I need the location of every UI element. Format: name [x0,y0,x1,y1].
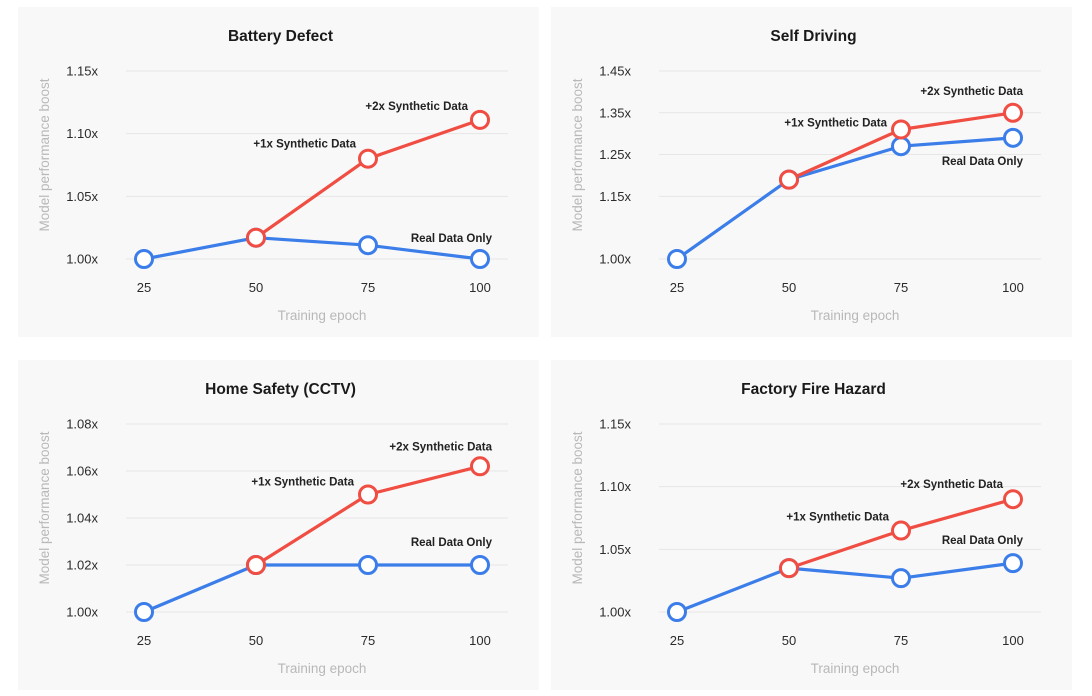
data-point-syn [358,484,378,505]
y-tick-label: 1.35x [599,105,631,120]
x-tick-label: 100 [469,280,491,295]
x-tick-label: 100 [1002,280,1024,295]
y-tick-label: 1.00x [599,252,631,267]
data-point-syn [470,456,490,477]
series-line-real [142,236,482,261]
x-tick-label: 75 [894,280,908,295]
y-axis-label: Model performance boost [570,431,585,584]
series-annotation: Real Data Only [942,156,1024,168]
y-axis-label: Model performance boost [37,78,52,231]
y-axis-label: Model performance boost [37,431,52,584]
y-tick-label: 1.45x [599,64,631,79]
chart-title: Factory Fire Hazard [741,381,886,398]
data-point-syn [779,169,799,190]
series-line-real [675,136,1015,261]
data-point-syn [358,148,378,169]
series-annotation: Real Data Only [942,535,1024,547]
series-annotation: +2x Synthetic Data [389,441,492,453]
x-tick-label: 25 [670,280,684,295]
series-annotation: +1x Synthetic Data [784,117,887,129]
y-tick-label: 1.05x [66,189,98,204]
x-tick-label: 75 [361,633,375,648]
data-point-syn [1003,489,1023,510]
x-tick-label: 50 [782,633,796,648]
y-tick-label: 1.08x [66,417,98,432]
series-annotation: +2x Synthetic Data [920,86,1023,98]
x-tick-label: 25 [137,633,151,648]
y-tick-label: 1.00x [66,252,98,267]
data-point-real [134,602,154,622]
data-point-real [358,235,378,256]
y-tick-label: 1.25x [599,147,631,162]
chart-svg: Factory Fire Hazard 1.00x 1.05x 1.10x 1.15x 2… [570,381,1041,676]
series-annotation: Real Data Only [411,537,493,549]
chart-panel-self-driving: Self Driving 1.00x 1.15x 1.25x 1.35x 1.45x 25 5… [551,7,1072,337]
data-point-syn [1003,102,1023,123]
y-tick-label: 1.15x [599,189,631,204]
series-annotation: Real Data Only [411,233,493,245]
x-tick-label: 50 [249,280,263,295]
data-point-real [891,136,911,157]
y-tick-label: 1.02x [66,558,98,573]
x-tick-label: 100 [469,633,491,648]
x-axis-label: Training epoch [278,308,367,323]
y-tick-label: 1.05x [599,542,631,557]
data-point-real [667,602,687,622]
chart-panel-home-safety: Home Safety (CCTV) 1.00x 1.02x 1.04x 1.06x 1.… [18,360,539,690]
data-point-real [667,249,687,269]
chart-svg: Self Driving 1.00x 1.15x 1.25x 1.35x 1.45x 25 5… [570,28,1041,323]
series-line-real [142,563,482,614]
x-axis-label: Training epoch [278,661,367,676]
data-point-syn [891,119,911,140]
series-annotation: +2x Synthetic Data [365,101,468,113]
data-point-real [1003,553,1023,574]
data-point-real [891,568,911,589]
y-tick-label: 1.06x [66,464,98,479]
x-tick-label: 50 [782,280,796,295]
x-tick-label: 25 [137,280,151,295]
data-point-syn [891,520,911,541]
y-tick-label: 1.04x [66,511,98,526]
series-annotation: +1x Synthetic Data [251,477,354,489]
y-tick-label: 1.00x [599,605,631,620]
series-line-syn [254,118,482,240]
y-axis-label: Model performance boost [570,78,585,231]
data-point-real [470,249,490,269]
data-point-syn [246,555,266,575]
x-axis-label: Training epoch [811,308,900,323]
series-annotation: +1x Synthetic Data [253,139,356,151]
x-tick-label: 25 [670,633,684,648]
series-annotation: +2x Synthetic Data [900,479,1003,491]
data-point-syn [246,227,266,248]
data-point-syn [470,109,490,130]
x-axis-label: Training epoch [811,661,900,676]
data-point-real [358,555,378,575]
y-tick-label: 1.15x [599,417,631,432]
data-point-real [1003,127,1023,148]
chart-svg: Home Safety (CCTV) 1.00x 1.02x 1.04x 1.06x 1.… [37,381,508,676]
y-tick-label: 1.15x [66,64,98,79]
series-annotation: +1x Synthetic Data [786,512,889,524]
chart-panel-factory-fire-hazard: Factory Fire Hazard 1.00x 1.05x 1.10x 1.15x 2… [551,360,1072,690]
chart-panel-battery-defect: Battery Defect 1.00x 1.05x 1.10x 1.15x 25 50 75… [18,7,539,337]
chart-title: Home Safety (CCTV) [205,381,356,398]
chart-title: Battery Defect [228,28,333,45]
data-point-syn [779,558,799,579]
series-line-real [675,561,1015,614]
x-tick-label: 50 [249,633,263,648]
data-point-real [470,555,490,575]
x-tick-label: 75 [361,280,375,295]
y-tick-label: 1.10x [599,479,631,494]
chart-svg: Battery Defect 1.00x 1.05x 1.10x 1.15x 25 50 75… [37,28,508,323]
data-point-real [134,249,154,269]
y-tick-label: 1.10x [66,126,98,141]
x-tick-label: 75 [894,633,908,648]
x-tick-label: 100 [1002,633,1024,648]
chart-title: Self Driving [770,28,856,45]
y-tick-label: 1.00x [66,605,98,620]
